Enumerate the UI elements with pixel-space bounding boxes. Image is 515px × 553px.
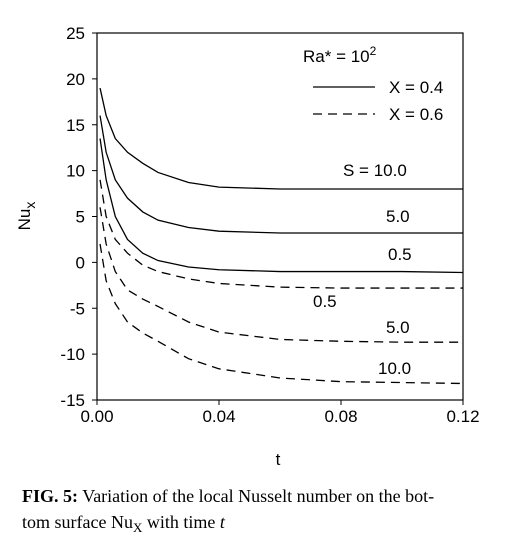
x-tick-label: 0.00 xyxy=(80,407,113,426)
legend-label: X = 0.6 xyxy=(389,105,443,124)
y-tick-label: 20 xyxy=(66,70,85,89)
curve xyxy=(99,138,464,274)
legend-title-sup: 2 xyxy=(370,44,377,58)
caption-line2: tom surface NuX with time t xyxy=(22,512,226,535)
caption-label: FIG. 5: xyxy=(22,486,78,506)
y-tick-label: 15 xyxy=(66,116,85,135)
y-tick-label: 10 xyxy=(66,162,85,181)
caption-text: tom surface Nu xyxy=(22,512,133,532)
curve xyxy=(99,243,464,385)
curve xyxy=(99,207,463,343)
curve xyxy=(99,87,463,190)
legend-label: X = 0.4 xyxy=(389,78,443,97)
curve-label: 10.0 xyxy=(378,359,411,378)
caption-sub: X xyxy=(133,520,143,535)
y-axis-label: Nux xyxy=(15,202,38,231)
curve-label: 5.0 xyxy=(386,207,410,226)
curve-label: 0.5 xyxy=(388,245,412,264)
y-tick-label: -5 xyxy=(70,299,85,318)
caption-var: t xyxy=(220,512,226,532)
y-label-main: Nu xyxy=(15,209,34,231)
x-tick-label: 0.08 xyxy=(324,407,357,426)
y-tick-label: -10 xyxy=(60,345,85,364)
y-tick-label: 25 xyxy=(66,24,85,43)
y-tick-label: 5 xyxy=(76,208,85,227)
x-tick-label: 0.04 xyxy=(202,407,235,426)
x-tick-label: 0.12 xyxy=(446,407,479,426)
caption-line1: FIG. 5: Variation of the local Nusselt n… xyxy=(22,486,434,506)
y-tick-label: 0 xyxy=(76,253,85,272)
curve-label: 5.0 xyxy=(386,318,410,337)
caption-text: with time xyxy=(147,512,216,532)
y-label-sub: x xyxy=(22,202,38,209)
y-tick-label: -15 xyxy=(60,391,85,410)
curve-label: 0.5 xyxy=(313,292,337,311)
legend-title-main: Ra* = 10 xyxy=(303,47,370,66)
curve xyxy=(99,115,463,234)
curve-label: S = 10.0 xyxy=(343,161,407,180)
caption-text: Variation of the local Nusselt number on… xyxy=(82,486,434,506)
legend-title: Ra* = 102 xyxy=(303,44,377,66)
x-axis-label: t xyxy=(276,450,281,469)
